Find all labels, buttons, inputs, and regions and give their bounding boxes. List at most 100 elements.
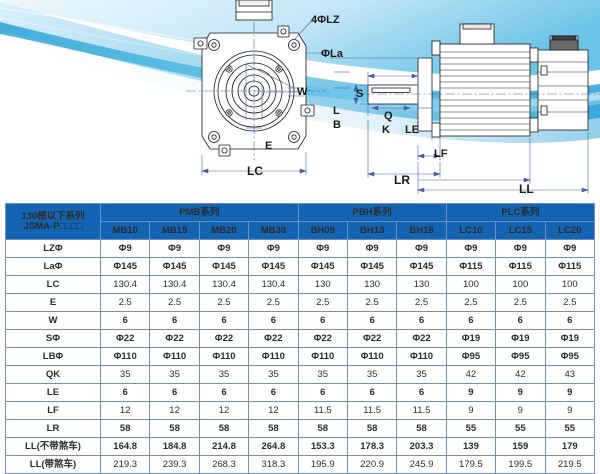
- cell-mb20-8: 6: [198, 383, 250, 402]
- cell-mb30-8: 6: [248, 383, 299, 402]
- cell-bh13-2: 130: [346, 275, 398, 294]
- cell-mb20-7: 35: [198, 365, 250, 384]
- model-header-lc20: LC20: [544, 221, 596, 240]
- model-header-mb10: MB10: [99, 221, 151, 240]
- model-header-bh09: BH09: [297, 221, 348, 240]
- cell-bh18-1: Φ145: [396, 257, 447, 276]
- cell-bh13-4: 6: [346, 311, 398, 330]
- cell-lc10-3: 2.5: [445, 293, 497, 312]
- cell-lc15-5: Φ19: [495, 329, 546, 348]
- cell-mb10-5: Φ22: [99, 329, 151, 348]
- model-header-bh13: BH13: [346, 221, 398, 240]
- cell-lc20-2: 100: [544, 275, 596, 294]
- cell-lc10-2: 100: [445, 275, 497, 294]
- cell-bh18-12: 245.9: [396, 455, 447, 474]
- cell-bh18-11: 203.3: [396, 437, 447, 456]
- cell-lc15-3: 2.5: [495, 293, 546, 312]
- cell-mb20-4: 6: [198, 311, 250, 330]
- cell-bh09-10: 58: [297, 419, 348, 438]
- cell-mb10-8: 6: [99, 383, 151, 402]
- cell-bh18-4: 6: [396, 311, 447, 330]
- cell-lc10-9: 9: [445, 401, 497, 420]
- cell-mb30-2: 130.4: [248, 275, 299, 294]
- cell-lc20-10: 55: [544, 419, 596, 438]
- cell-mb30-3: 2.5: [248, 293, 299, 312]
- cell-mb15-3: 2.5: [149, 293, 200, 312]
- cell-mb20-9: 12: [198, 401, 250, 420]
- cell-mb20-3: 2.5: [198, 293, 250, 312]
- cell-lc15-10: 55: [495, 419, 546, 438]
- row-label: W: [5, 311, 101, 330]
- label-lc: LC: [247, 164, 263, 178]
- row-label: LL(带煞车): [5, 455, 101, 474]
- table-row: LBΦ Φ110 Φ110 Φ110 Φ110 Φ110 Φ110 Φ110 Φ95 Φ95 Φ95: [5, 347, 596, 366]
- cell-mb15-12: 239.3: [149, 455, 200, 474]
- table-header-group-row: 130框以下系列 JSMA-P□□□□ PMB系列 PBH系列 PLC系列: [5, 203, 596, 240]
- specification-table: 130框以下系列 JSMA-P□□□□ PMB系列 PBH系列 PLC系列 MB…: [5, 203, 596, 474]
- cell-mb20-2: 130.4: [198, 275, 250, 294]
- motor-side-view: [330, 23, 600, 194]
- cell-mb15-10: 58: [149, 419, 200, 438]
- cell-lc15-6: Φ95: [495, 347, 546, 366]
- model-header-mb30: MB30: [248, 221, 299, 240]
- cell-lc10-1: Φ115: [445, 257, 497, 276]
- header-series-line1: 130框以下系列: [21, 210, 85, 222]
- cell-mb30-5: Φ22: [248, 329, 299, 348]
- cell-mb30-1: Φ145: [248, 257, 299, 276]
- cell-bh18-9: 11.5: [396, 401, 447, 420]
- label-lf: LF: [434, 148, 448, 160]
- row-label: LC: [5, 275, 101, 294]
- cell-lc20-8: 9: [544, 383, 596, 402]
- cell-lc20-6: Φ95: [544, 347, 596, 366]
- cell-mb10-0: Φ9: [99, 239, 151, 258]
- cell-bh09-6: Φ110: [297, 347, 348, 366]
- cell-bh18-7: 35: [396, 365, 447, 384]
- cell-lc20-0: Φ9: [544, 239, 596, 258]
- cell-mb15-1: Φ145: [149, 257, 200, 276]
- cell-mb10-4: 6: [99, 311, 151, 330]
- model-header-mb15: MB15: [149, 221, 200, 240]
- cell-bh09-4: 6: [297, 311, 348, 330]
- row-label: LR: [5, 419, 101, 438]
- row-label: LL(不带煞车): [5, 437, 101, 456]
- cell-mb10-9: 12: [99, 401, 151, 420]
- row-label: LBΦ: [5, 347, 101, 366]
- cell-bh18-2: 130: [396, 275, 447, 294]
- label-s: S: [356, 88, 364, 100]
- cell-mb30-10: 58: [248, 419, 299, 438]
- cell-lc10-6: Φ95: [445, 347, 497, 366]
- model-header-bh18: BH18: [396, 221, 447, 240]
- table-row: LC 130.4 130.4 130.4 130.4 130 130 130 100 100 100: [5, 275, 596, 294]
- cell-bh09-7: 35: [297, 365, 348, 384]
- cell-mb20-11: 214.8: [198, 437, 250, 456]
- group-header-plc: PLC系列: [445, 203, 596, 222]
- cell-lc20-1: Φ115: [544, 257, 596, 276]
- cell-bh09-5: Φ22: [297, 329, 348, 348]
- cell-lc15-8: 9: [495, 383, 546, 402]
- cell-bh09-2: 130: [297, 275, 348, 294]
- group-header-pmb: PMB系列: [100, 203, 299, 222]
- cell-mb30-11: 264.8: [248, 437, 299, 456]
- header-series-line2: JSMA-P□□□□: [23, 220, 83, 232]
- cell-mb10-1: Φ145: [99, 257, 151, 276]
- cell-bh09-1: Φ145: [297, 257, 348, 276]
- label-e: E: [265, 140, 273, 152]
- cell-bh13-6: Φ110: [346, 347, 398, 366]
- cell-bh13-12: 220.9: [346, 455, 398, 474]
- model-header-lc10: LC10: [445, 221, 497, 240]
- cell-mb30-9: 12: [248, 401, 299, 420]
- cell-mb10-10: 58: [99, 419, 151, 438]
- cell-bh13-0: Φ9: [346, 239, 398, 258]
- table-row: LF 12 12 12 12 11.5 11.5 11.5 9 9 9: [5, 401, 596, 420]
- table-body: LZΦ Φ9 Φ9 Φ9 Φ9 Φ9 Φ9 Φ9 Φ9 Φ9 Φ9 LaΦ Φ145 Φ145 Φ145 Φ1…: [5, 239, 596, 474]
- label-phi-la: ΦLa: [321, 48, 343, 60]
- cell-bh09-9: 11.5: [297, 401, 348, 420]
- cell-bh18-8: 6: [396, 383, 447, 402]
- cell-bh13-7: 35: [346, 365, 398, 384]
- cell-lc15-2: 100: [495, 275, 546, 294]
- cell-mb15-2: 130.4: [149, 275, 200, 294]
- cell-bh09-3: 2.5: [297, 293, 348, 312]
- cell-lc15-1: Φ115: [495, 257, 546, 276]
- row-label: QK: [5, 365, 101, 384]
- cell-mb20-12: 268.3: [198, 455, 250, 474]
